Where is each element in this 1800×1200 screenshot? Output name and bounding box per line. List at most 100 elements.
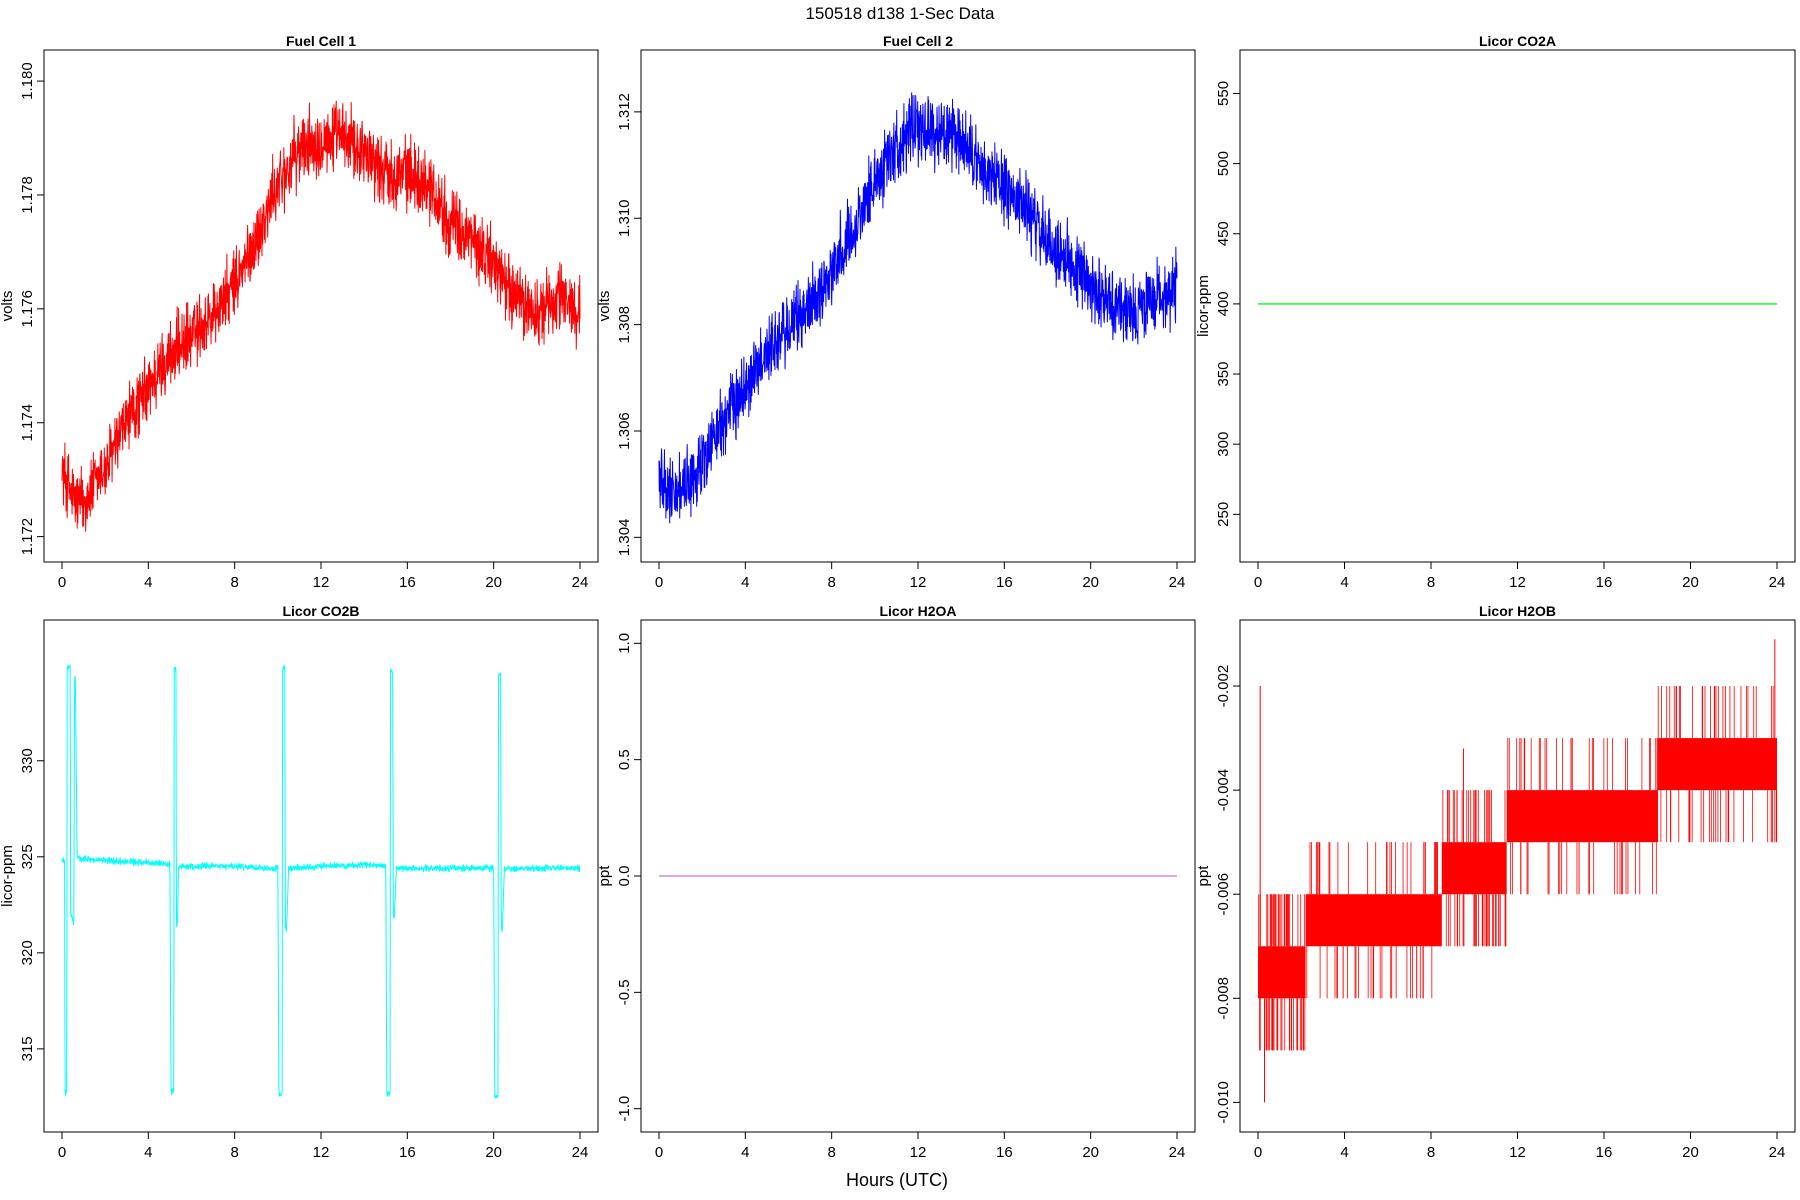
- x-tick-label: 20: [1682, 1144, 1699, 1161]
- y-tick-label: -0.010: [1215, 1081, 1232, 1124]
- y-tick-label: 1.0: [616, 633, 633, 654]
- plot-frame: [1239, 619, 1796, 1133]
- y-tick-label: 400: [1215, 291, 1232, 316]
- panel-4: Licor CO2B 0 4 8 12 16 20 24 315 320 325 330 licor-p…: [0, 603, 599, 1161]
- y-tick-label: 1.310: [616, 199, 633, 237]
- panel-title: Licor CO2A: [1479, 33, 1556, 49]
- panel-title: Fuel Cell 1: [286, 33, 356, 49]
- y-tick-label: -0.006: [1215, 873, 1232, 916]
- x-tick-label: 16: [1596, 1144, 1613, 1161]
- y-tick-label: -0.002: [1215, 665, 1232, 708]
- panel-title: Licor H2OB: [1479, 603, 1556, 619]
- y-tick-label: 330: [19, 748, 36, 773]
- y-axis-label: ppt: [1195, 865, 1212, 887]
- x-tick-label: 8: [1427, 574, 1435, 591]
- x-tick-label: 4: [1340, 574, 1348, 591]
- x-tick-label: 12: [1509, 574, 1526, 591]
- y-tick-label: 325: [19, 844, 36, 869]
- figure-title: 150518 d138 1-Sec Data: [805, 4, 995, 23]
- panel-3: Licor CO2A 0 4 8 12 16 20 24 250 300 350 400 450 500 5…: [1195, 33, 1796, 591]
- x-tick-label: 0: [58, 1144, 66, 1161]
- x-tick-label: 8: [827, 1144, 835, 1161]
- x-tick-label: 8: [230, 1144, 238, 1161]
- x-tick-label: 20: [485, 574, 502, 591]
- panel-6: Licor H2OB 0 4 8 12 16 20 24 -0.010 -0.008 -0.006 -…: [1195, 603, 1796, 1161]
- x-tick-label: 12: [313, 1144, 330, 1161]
- y-tick-label: -0.004: [1215, 769, 1232, 812]
- x-tick-label: 20: [1682, 574, 1699, 591]
- y-tick-label: -0.008: [1215, 977, 1232, 1020]
- y-tick-label: 320: [19, 940, 36, 965]
- x-tick-label: 24: [572, 574, 589, 591]
- panels: Fuel Cell 1 0 4 8 12 16 20 24 1.172 1.174 1.176 1.1…: [0, 33, 1796, 1161]
- y-tick-label: 250: [1215, 502, 1232, 527]
- y-tick-label: 450: [1215, 221, 1232, 246]
- y-tick-label: 1.308: [616, 306, 633, 344]
- y-tick-label: 1.176: [19, 290, 36, 328]
- x-tick-label: 20: [485, 1144, 502, 1161]
- x-tick-label: 0: [1254, 574, 1262, 591]
- x-tick-label: 20: [1082, 574, 1099, 591]
- y-axis-label: volts: [596, 291, 613, 322]
- x-tick-label: 12: [910, 1144, 927, 1161]
- y-tick-label: 315: [19, 1036, 36, 1061]
- y-tick-label: 1.174: [19, 404, 36, 442]
- y-tick-label: 1.180: [19, 62, 36, 100]
- x-tick-label: 8: [827, 574, 835, 591]
- y-axis-label: licor-ppm: [0, 845, 16, 907]
- x-tick-label: 24: [1769, 574, 1786, 591]
- panel-title: Fuel Cell 2: [883, 33, 953, 49]
- plot-frame: [43, 619, 599, 1133]
- y-axis-label: volts: [0, 291, 16, 322]
- panel-5: Licor H2OA 0 4 8 12 16 20 24 -1.0 -0.5 0.0 0.5 1.0 pp…: [596, 603, 1196, 1161]
- y-axis-label: ppt: [596, 865, 613, 887]
- y-tick-label: 1.304: [616, 519, 633, 557]
- x-tick-label: 24: [1769, 1144, 1786, 1161]
- x-tick-label: 16: [399, 1144, 416, 1161]
- y-tick-label: 0.0: [616, 866, 633, 887]
- panel-1: Fuel Cell 1 0 4 8 12 16 20 24 1.172 1.174 1.176 1.1…: [0, 33, 599, 591]
- x-tick-label: 12: [313, 574, 330, 591]
- data-band: [1506, 790, 1659, 843]
- x-tick-label: 12: [910, 574, 927, 591]
- y-tick-label: 1.312: [616, 93, 633, 131]
- y-tick-label: -0.5: [616, 979, 633, 1005]
- y-tick-label: 1.172: [19, 518, 36, 556]
- panel-title: Licor CO2B: [282, 603, 359, 619]
- y-tick-label: 550: [1215, 81, 1232, 106]
- x-tick-label: 24: [572, 1144, 589, 1161]
- figure-x-axis-label: Hours (UTC): [846, 1170, 948, 1190]
- panel-title: Licor H2OA: [879, 603, 956, 619]
- plot-frame: [1239, 49, 1796, 563]
- data-line: [658, 92, 1178, 524]
- x-tick-label: 12: [1509, 1144, 1526, 1161]
- x-tick-label: 16: [996, 1144, 1013, 1161]
- x-tick-label: 24: [1169, 1144, 1186, 1161]
- y-tick-label: 1.178: [19, 176, 36, 214]
- x-tick-label: 0: [655, 574, 663, 591]
- y-axis-label: licor-ppm: [1195, 275, 1212, 337]
- y-tick-label: 1.306: [616, 412, 633, 450]
- data-line: [61, 664, 581, 1099]
- x-tick-label: 4: [144, 574, 152, 591]
- y-tick-label: 0.5: [616, 749, 633, 770]
- x-tick-label: 0: [655, 1144, 663, 1161]
- x-tick-label: 4: [741, 1144, 749, 1161]
- panel-2: Fuel Cell 2 0 4 8 12 16 20 24 1.304 1.306 1.308 1.3…: [596, 33, 1196, 591]
- y-tick-label: 300: [1215, 432, 1232, 457]
- x-tick-label: 20: [1082, 1144, 1099, 1161]
- x-tick-label: 4: [144, 1144, 152, 1161]
- data-band: [1441, 842, 1507, 895]
- data-band: [1258, 946, 1306, 999]
- x-tick-label: 24: [1169, 574, 1186, 591]
- series-h2ob: [1258, 639, 1778, 1103]
- data-band: [1658, 738, 1777, 791]
- x-tick-label: 16: [399, 574, 416, 591]
- data-band: [1305, 894, 1442, 947]
- x-tick-label: 16: [1596, 574, 1613, 591]
- x-tick-label: 0: [1254, 1144, 1262, 1161]
- x-tick-label: 16: [996, 574, 1013, 591]
- x-tick-label: 4: [741, 574, 749, 591]
- y-tick-label: -1.0: [616, 1096, 633, 1122]
